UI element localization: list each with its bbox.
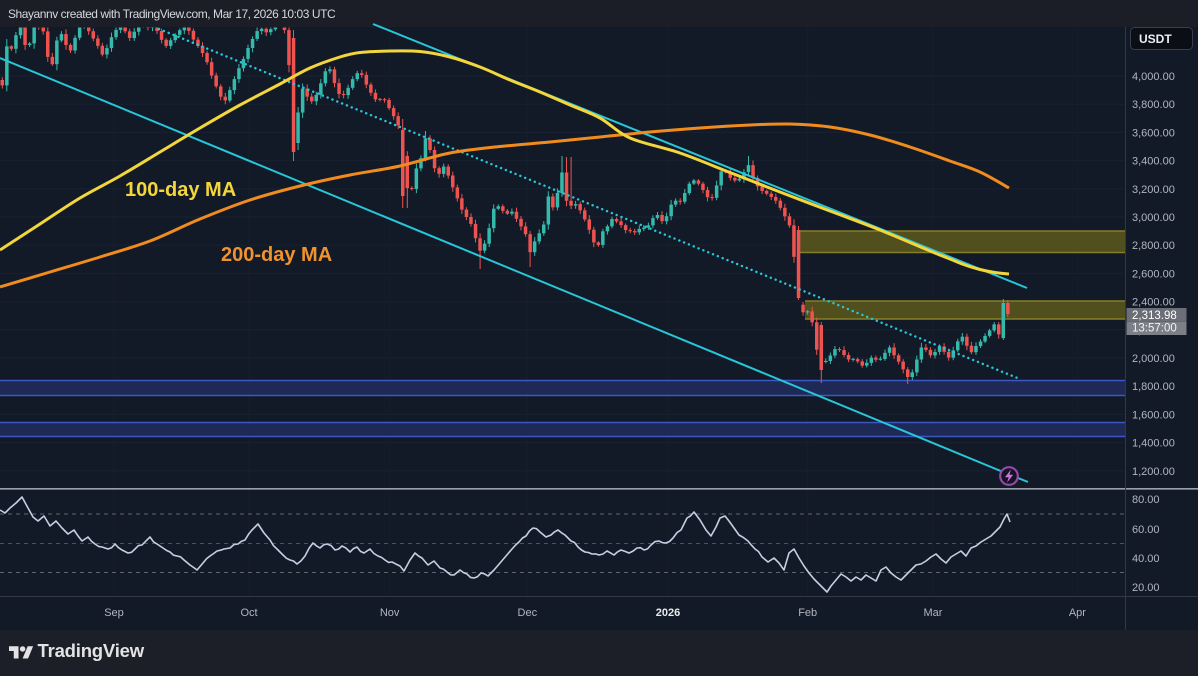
svg-text:Dec: Dec	[518, 607, 538, 619]
svg-text:Mar: Mar	[924, 607, 943, 619]
svg-text:60.00: 60.00	[1132, 524, 1160, 536]
svg-text:80.00: 80.00	[1132, 494, 1160, 506]
svg-text:4,000.00: 4,000.00	[1132, 71, 1175, 83]
svg-text:Oct: Oct	[240, 607, 257, 619]
svg-text:Sep: Sep	[104, 607, 124, 619]
svg-text:2,400.00: 2,400.00	[1132, 297, 1175, 309]
svg-text:Feb: Feb	[798, 607, 817, 619]
svg-text:40.00: 40.00	[1132, 553, 1160, 565]
svg-text:Shayannv created with TradingV: Shayannv created with TradingView.com, M…	[8, 7, 336, 21]
svg-text:1,400.00: 1,400.00	[1132, 438, 1175, 450]
svg-text:2,600.00: 2,600.00	[1132, 268, 1175, 280]
svg-text:200-day MA: 200-day MA	[221, 244, 332, 266]
svg-text:1,800.00: 1,800.00	[1132, 381, 1175, 393]
svg-text:3,000.00: 3,000.00	[1132, 212, 1175, 224]
svg-text:TradingView: TradingView	[38, 640, 145, 661]
svg-text:3,600.00: 3,600.00	[1132, 127, 1175, 139]
svg-text:2,000.00: 2,000.00	[1132, 353, 1175, 365]
svg-text:Apr: Apr	[1069, 607, 1086, 619]
svg-text:100-day MA: 100-day MA	[125, 179, 236, 201]
svg-text:13:57:00: 13:57:00	[1132, 323, 1177, 335]
svg-text:20.00: 20.00	[1132, 582, 1160, 594]
svg-text:2026: 2026	[656, 607, 680, 619]
svg-text:2,800.00: 2,800.00	[1132, 240, 1175, 252]
svg-text:USDT: USDT	[1139, 32, 1172, 46]
svg-text:1,600.00: 1,600.00	[1132, 409, 1175, 421]
svg-text:3,400.00: 3,400.00	[1132, 156, 1175, 168]
svg-text:2,313.98: 2,313.98	[1132, 310, 1177, 322]
svg-text:Nov: Nov	[380, 607, 400, 619]
svg-text:3,800.00: 3,800.00	[1132, 99, 1175, 111]
svg-text:3,200.00: 3,200.00	[1132, 184, 1175, 196]
svg-text:1,200.00: 1,200.00	[1132, 466, 1175, 478]
